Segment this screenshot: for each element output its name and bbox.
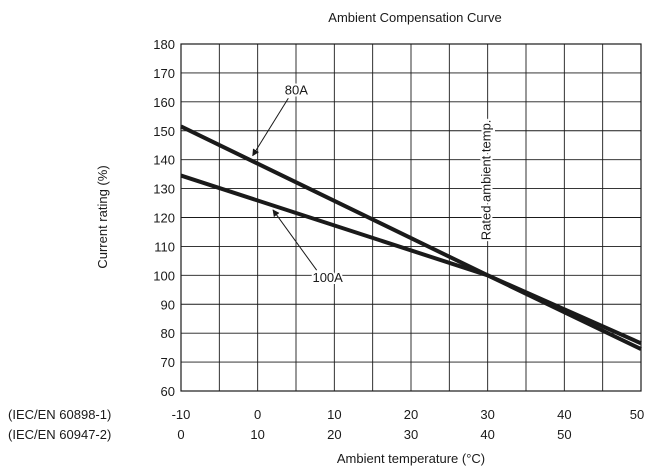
- y-tick-label: 90: [161, 297, 175, 312]
- y-tick-label: 170: [153, 66, 175, 81]
- grid: [181, 44, 641, 391]
- x-tick-label-1: 0: [254, 407, 261, 422]
- x-tick-label-1: 20: [404, 407, 418, 422]
- y-tick-labels: 60 70 80 90 100 110 120 130 140 150 160 170 180: [153, 37, 175, 399]
- x-tick-label-1: 30: [480, 407, 494, 422]
- chart-title: Ambient Compensation Curve: [328, 10, 501, 25]
- x-tick-labels: -10 0 10 20 30 40 50 0 10 20 30 40 50: [172, 407, 645, 442]
- annotation-80a: 80A: [285, 82, 308, 97]
- y-tick-label: 160: [153, 95, 175, 110]
- y-tick-label: 80: [161, 326, 175, 341]
- y-tick-label: 120: [153, 211, 175, 226]
- x-tick-label-2: 40: [480, 427, 494, 442]
- y-tick-label: 60: [161, 384, 175, 399]
- x-tick-label-2: 30: [404, 427, 418, 442]
- x-tick-label-2: 20: [327, 427, 341, 442]
- x-tick-label-2: 10: [250, 427, 264, 442]
- y-tick-label: 100: [153, 268, 175, 283]
- arrow-100a: [272, 209, 318, 271]
- x-tick-label-2: 50: [557, 427, 571, 442]
- annotation-100a: 100A: [312, 270, 343, 285]
- x-tick-label-1: 40: [557, 407, 571, 422]
- series-line-100a: [180, 173, 642, 346]
- x-tick-label-1: 10: [327, 407, 341, 422]
- series-lines: [180, 124, 642, 351]
- y-tick-label: 140: [153, 153, 175, 168]
- y-tick-label: 180: [153, 37, 175, 52]
- y-tick-label: 70: [161, 355, 175, 370]
- plot-frame: [180, 43, 642, 392]
- x-axis-2-name: (IEC/EN 60947-2): [8, 427, 111, 442]
- x-tick-label-2: 0: [177, 427, 184, 442]
- annotation-rated-ambient-temp: Rated ambient temp.: [479, 120, 494, 241]
- x-axis-1-name: (IEC/EN 60898-1): [8, 407, 111, 422]
- y-tick-label: 150: [153, 124, 175, 139]
- y-axis-label: Current rating (%): [95, 165, 110, 268]
- y-tick-label: 130: [153, 182, 175, 197]
- x-tick-label-1: -10: [172, 407, 191, 422]
- x-axis-label: Ambient temperature (°C): [337, 451, 485, 466]
- x-tick-label-1: 50: [630, 407, 644, 422]
- y-tick-label: 110: [154, 239, 175, 254]
- arrow-80a: [252, 98, 289, 157]
